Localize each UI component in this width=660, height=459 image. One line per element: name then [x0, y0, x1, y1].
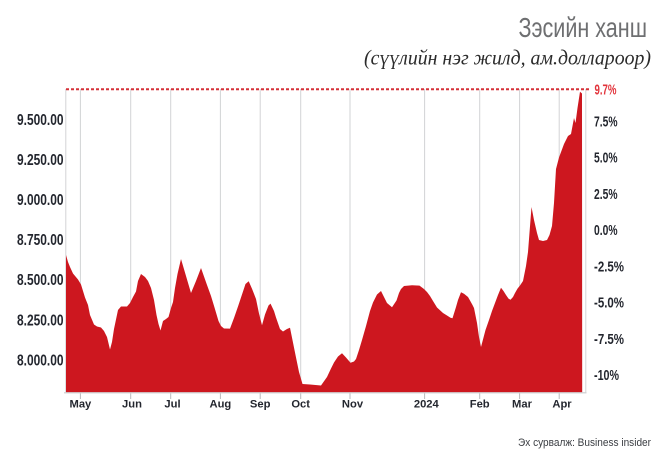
svg-text:7.5%: 7.5% [594, 113, 618, 130]
svg-text:9.7%: 9.7% [595, 82, 617, 99]
svg-text:8.250.00: 8.250.00 [17, 312, 64, 329]
svg-text:8.000.00: 8.000.00 [17, 352, 64, 369]
svg-text:0.0%: 0.0% [594, 222, 618, 239]
svg-text:Aug: Aug [210, 399, 232, 411]
svg-text:Mar: Mar [512, 399, 533, 411]
svg-text:-7.5%: -7.5% [594, 331, 624, 348]
svg-text:8.750.00: 8.750.00 [17, 232, 64, 249]
svg-text:9.500.00: 9.500.00 [17, 112, 64, 129]
svg-text:Feb: Feb [470, 399, 490, 411]
svg-text:Jun: Jun [122, 399, 142, 411]
svg-text:Jul: Jul [164, 399, 180, 411]
svg-text:Эх сурвалж: Business insider: Эх сурвалж: Business insider [518, 437, 651, 449]
svg-text:8.500.00: 8.500.00 [17, 272, 64, 289]
svg-text:-10%: -10% [594, 367, 619, 384]
svg-text:(сүүлийн нэг жилд, ам.доллароо: (сүүлийн нэг жилд, ам.доллароор) [364, 46, 651, 70]
svg-text:Oct: Oct [291, 399, 310, 411]
svg-text:May: May [70, 399, 93, 411]
svg-text:Зэсийн ханш: Зэсийн ханш [519, 12, 648, 43]
svg-text:-2.5%: -2.5% [594, 258, 624, 275]
svg-text:Nov: Nov [342, 399, 364, 411]
svg-text:5.0%: 5.0% [594, 150, 618, 167]
svg-text:Sep: Sep [250, 399, 271, 411]
svg-text:2024: 2024 [414, 399, 440, 411]
svg-text:9.000.00: 9.000.00 [17, 192, 64, 209]
svg-text:-5.0%: -5.0% [594, 295, 624, 312]
svg-text:9.250.00: 9.250.00 [17, 152, 64, 169]
svg-text:2.5%: 2.5% [594, 186, 618, 203]
svg-text:Apr: Apr [552, 399, 572, 411]
